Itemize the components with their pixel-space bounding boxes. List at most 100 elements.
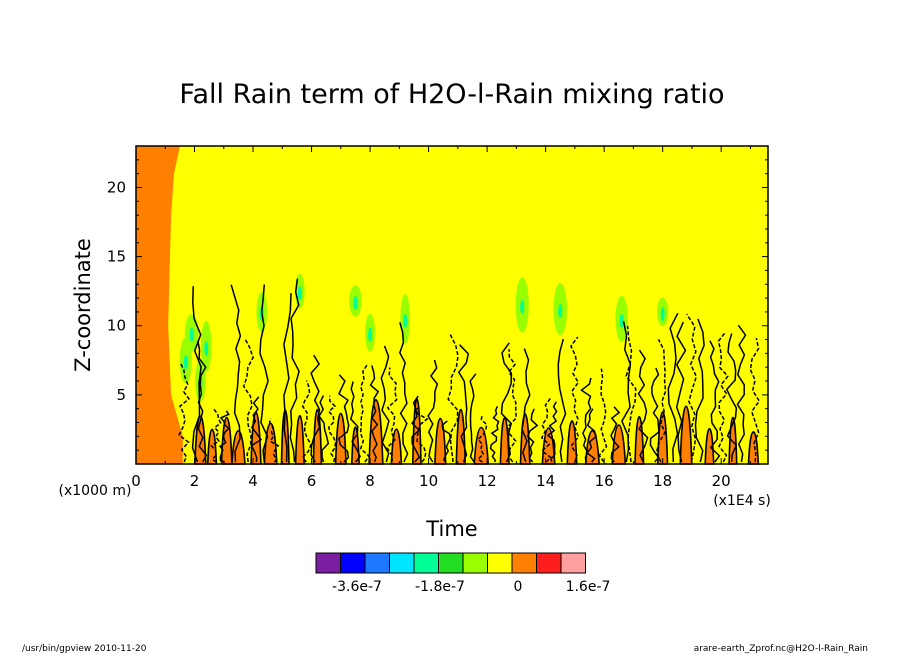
- contour-line: [327, 395, 337, 463]
- contour-line: [546, 401, 558, 463]
- negative-core: [297, 286, 302, 301]
- contour-line: [655, 339, 667, 463]
- contour-line: [649, 367, 660, 463]
- positive-cell: [566, 420, 578, 465]
- x-scale-label: (x1E4 s): [713, 493, 771, 509]
- contour-line: [230, 284, 242, 463]
- contour-line: [337, 374, 350, 463]
- x-tick-label: 4: [248, 472, 258, 490]
- negative-core: [619, 313, 624, 328]
- contour-line: [686, 313, 698, 463]
- colorbar-label: 1.6e-7: [566, 579, 611, 595]
- colorbar-label: -3.6e-7: [332, 579, 382, 595]
- contour-line: [349, 381, 361, 463]
- contour-line: [610, 406, 621, 463]
- contour-line: [625, 325, 637, 463]
- positive-cell: [334, 412, 347, 465]
- colorbar-label: -1.8e-7: [415, 579, 465, 595]
- positive-cell: [611, 424, 627, 465]
- contour-line: [570, 336, 580, 463]
- x-tick-label: 12: [478, 472, 497, 490]
- contour-line: [310, 354, 321, 463]
- contour-line: [283, 293, 292, 463]
- x-tick-label: 20: [712, 472, 731, 490]
- contour-line: [725, 333, 738, 463]
- contour-line: [489, 406, 500, 463]
- contour-line: [369, 365, 380, 463]
- contour-line: [709, 340, 721, 463]
- contour-line: [268, 418, 280, 463]
- plot-frame: [135, 145, 769, 465]
- y-tick-label: 15: [107, 248, 126, 266]
- contour-line: [259, 284, 269, 463]
- colorbar-swatch: [536, 552, 562, 574]
- contour-line: [191, 286, 202, 463]
- contour-line: [218, 410, 230, 463]
- contour-line: [250, 396, 263, 463]
- positive-cell: [679, 405, 693, 465]
- contour-line: [427, 359, 439, 463]
- plot-area: 0 2 4 6 8 10 12 14 16 18 20 5 10 15 20: [107, 145, 769, 490]
- x-tick-label: 18: [653, 472, 672, 490]
- positive-region: [136, 146, 183, 464]
- contour-line: [675, 321, 687, 463]
- contour-line: [598, 368, 608, 463]
- contour-line: [477, 414, 488, 463]
- negative-core: [660, 306, 665, 321]
- contour-line: [500, 342, 513, 463]
- x-axis-label: Time: [425, 517, 477, 541]
- x-tick-label: 2: [190, 472, 200, 490]
- contour-line: [242, 337, 254, 463]
- contour-line: [540, 398, 552, 463]
- colorbar-swatch: [389, 552, 415, 574]
- negative-core: [403, 313, 408, 328]
- contour-line: [580, 377, 592, 463]
- colorbar-swatch: [462, 552, 488, 574]
- contour-line: [521, 348, 531, 463]
- contour-line: [289, 278, 300, 463]
- y-tick-label: 10: [107, 317, 126, 335]
- positive-cell: [584, 429, 600, 465]
- contour-line: [749, 337, 761, 463]
- contour-line: [447, 334, 459, 463]
- contour-line: [507, 349, 517, 463]
- colorbar-swatch: [340, 552, 366, 574]
- colorbar-swatch: [413, 552, 439, 574]
- contour-lines: [178, 278, 761, 463]
- x-tick-label: 10: [419, 472, 438, 490]
- contour-line: [359, 363, 371, 463]
- contour-line: [398, 322, 409, 463]
- colorbar-swatch: [315, 552, 341, 574]
- negative-core: [368, 327, 373, 342]
- axis-ticks: 0 2 4 6 8 10 12 14 16 18 20 5 10 15 20: [107, 146, 768, 490]
- colorbar-swatch: [438, 552, 464, 574]
- positive-cell: [656, 411, 669, 465]
- negative-core: [353, 295, 358, 310]
- positive-cell: [294, 414, 305, 465]
- contour-line: [197, 340, 208, 463]
- negative-core: [183, 355, 188, 370]
- contour-line: [526, 408, 539, 463]
- footer-left: /usr/bin/gpview 2010-11-20: [22, 644, 147, 654]
- contour-line: [386, 367, 398, 463]
- negative-core: [204, 341, 209, 356]
- positive-cell: [220, 416, 233, 465]
- colorbar-swatch: [487, 552, 513, 574]
- x-tick-label: 0: [131, 472, 141, 490]
- positive-cell: [704, 427, 715, 465]
- contour-line: [585, 408, 598, 463]
- colorbar-swatch: [560, 552, 586, 574]
- negative-core: [558, 304, 563, 319]
- x-tick-label: 8: [365, 472, 375, 490]
- negative-core: [189, 327, 194, 342]
- contour-line: [694, 318, 705, 463]
- contour-line: [416, 407, 429, 463]
- x-tick-label: 6: [307, 472, 317, 490]
- contour-line: [380, 345, 390, 463]
- colorbar-label: 0: [514, 579, 523, 595]
- contour-line: [557, 338, 567, 463]
- contour-line: [736, 324, 747, 463]
- contour-line: [457, 344, 470, 463]
- contour-line: [441, 420, 452, 463]
